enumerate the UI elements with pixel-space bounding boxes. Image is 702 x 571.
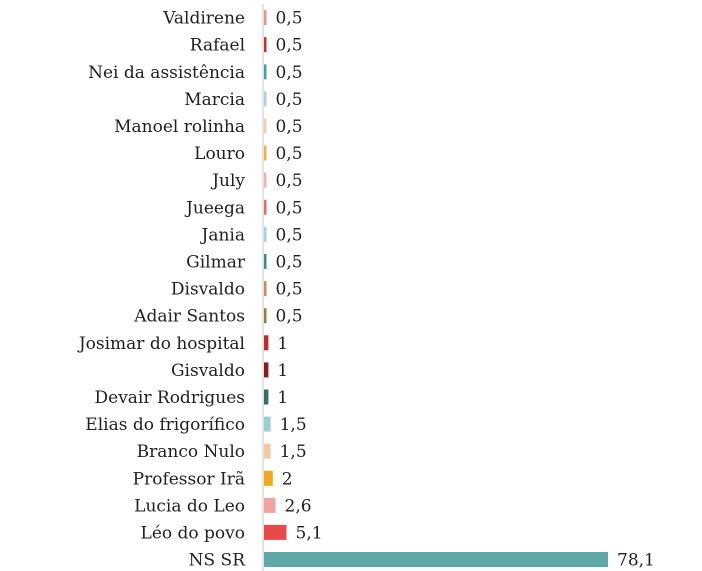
value-label-branco-nulo: 1,5 [280,442,307,462]
value-label-adair-santos: 0,5 [276,307,303,327]
category-label-valdirene: Valdirene [162,9,245,29]
bar-professor-ira [264,470,273,486]
value-label-rafael: 0,5 [276,36,303,56]
bar-gisvaldo [264,362,269,378]
value-label-jania: 0,5 [276,225,303,245]
value-label-lucia-do-leo: 2,6 [285,496,312,516]
category-label-professor-ira: Professor Irã [133,469,245,489]
bar-ns-sr [264,552,608,567]
value-label-elias-do-frigorifico: 1,5 [280,415,307,435]
value-label-devair-rodrigues: 1 [277,388,288,408]
value-label-july: 0,5 [276,171,303,191]
category-label-gisvaldo: Gisvaldo [171,361,245,381]
category-label-jania: Jania [200,225,245,245]
bar-rafael [264,37,267,53]
bar-leo-do-povo [264,524,287,540]
category-label-elias-do-frigorifico: Elias do frigorífico [85,415,245,435]
bar-marcia [264,91,267,107]
value-label-marcia: 0,5 [276,90,303,110]
value-label-ns-sr: 78,1 [617,551,655,571]
bar-disvaldo [264,281,267,297]
value-label-manoel-rolinha: 0,5 [276,117,303,137]
bar-gilmar [264,253,267,269]
value-label-gisvaldo: 1 [277,361,288,381]
category-label-july: July [210,171,245,191]
value-labels-group: 0,5 0,5 0,5 0,5 0,5 0,5 0,5 0,5 0,5 0,5 0,5 0,5 1 1 1 1… [276,9,655,571]
bars-group [264,10,608,567]
bar-jania [264,226,267,242]
category-label-jueega: Jueega [184,198,245,218]
value-label-leo-do-povo: 5,1 [296,523,323,543]
category-label-manoel-rolinha: Manoel rolinha [114,117,245,137]
bar-louro [264,145,267,161]
category-label-gilmar: Gilmar [186,252,246,272]
category-label-devair-rodrigues: Devair Rodrigues [95,388,246,408]
category-label-ns-sr: NS SR [189,551,247,571]
category-label-adair-santos: Adair Santos [133,307,245,327]
bar-branco-nulo [264,443,271,459]
bar-adair-santos [264,308,267,324]
value-label-disvaldo: 0,5 [276,280,303,300]
category-label-louro: Louro [194,144,245,164]
bar-josimar-do-hospital [264,335,269,351]
category-label-rafael: Rafael [190,36,245,56]
category-label-nei-da-assistencia: Nei da assistência [88,63,245,83]
bar-july [264,172,267,188]
bar-manoel-rolinha [264,118,267,134]
value-label-louro: 0,5 [276,144,303,164]
category-labels-group: Valdirene Rafael Nei da assistência Marcia M… [77,9,246,571]
bar-elias-do-frigorifico [264,416,271,432]
value-label-jueega: 0,5 [276,198,303,218]
value-label-valdirene: 0,5 [276,9,303,29]
bar-nei-da-assistencia [264,64,267,80]
value-label-josimar-do-hospital: 1 [277,334,288,354]
category-label-branco-nulo: Branco Nulo [137,442,245,462]
category-label-leo-do-povo: Léo do povo [141,523,245,543]
category-label-marcia: Marcia [184,90,245,110]
bar-lucia-do-leo [264,497,276,513]
category-label-disvaldo: Disvaldo [171,280,245,300]
value-label-professor-ira: 2 [282,469,293,489]
bar-jueega [264,199,267,215]
category-label-josimar-do-hospital: Josimar do hospital [77,334,245,354]
bar-valdirene [264,10,267,26]
value-label-nei-da-assistencia: 0,5 [276,63,303,83]
value-label-gilmar: 0,5 [276,252,303,272]
category-label-lucia-do-leo: Lucia do Leo [134,496,245,516]
bar-devair-rodrigues [264,389,269,405]
